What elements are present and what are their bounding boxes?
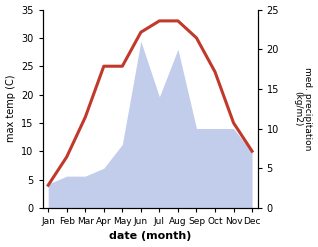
- Y-axis label: med. precipitation
(kg/m2): med. precipitation (kg/m2): [293, 67, 313, 150]
- X-axis label: date (month): date (month): [109, 231, 191, 242]
- Y-axis label: max temp (C): max temp (C): [5, 75, 16, 143]
